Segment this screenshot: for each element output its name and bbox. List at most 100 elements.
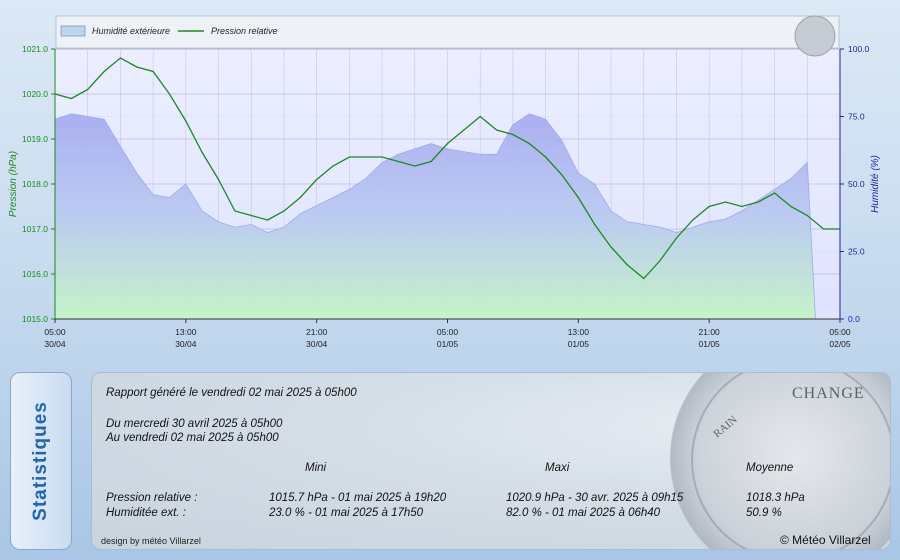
pressure-point bbox=[234, 210, 236, 212]
pressure-point bbox=[299, 196, 301, 199]
pressure-point bbox=[823, 228, 825, 230]
pressure-point bbox=[185, 120, 187, 122]
pressure-point bbox=[545, 156, 547, 158]
left-tick-label: 1018.0 bbox=[22, 179, 48, 189]
pressure-point bbox=[741, 205, 743, 208]
x-tick-time: 21:00 bbox=[306, 327, 328, 337]
pressure-point bbox=[496, 129, 498, 131]
copyright: © Météo Villarzel bbox=[780, 533, 871, 547]
pressure-point bbox=[790, 205, 792, 208]
pressure-point bbox=[267, 219, 269, 221]
stats-side-tab: Statistiques bbox=[10, 372, 72, 550]
x-tick-time: 13:00 bbox=[175, 327, 197, 337]
stats-side-label: Statistiques bbox=[30, 401, 51, 521]
x-tick-time: 05:00 bbox=[437, 327, 459, 337]
legend-box bbox=[55, 15, 840, 49]
right-tick-label: 100.0 bbox=[848, 44, 870, 54]
pressure-point bbox=[610, 246, 612, 248]
pressure-point bbox=[70, 97, 72, 100]
pressure-point bbox=[659, 259, 661, 262]
x-tick-time: 13:00 bbox=[568, 327, 590, 337]
left-axis-label: Pression (hPa) bbox=[8, 151, 19, 217]
stats-panel: CHANGE RAIN Rapport généré le vendredi 0… bbox=[91, 372, 891, 550]
legend: Humidité extérieure Pression relative bbox=[55, 15, 840, 57]
row-humidity-label: Humiditée ext. : bbox=[106, 507, 186, 519]
header-avg: Moyenne bbox=[746, 462, 794, 474]
row-humidity-avg: 50.9 % bbox=[746, 507, 782, 519]
row-pressure-max: 1020.9 hPa - 30 avr. 2025 à 09h15 bbox=[506, 492, 684, 504]
pressure-point bbox=[397, 160, 399, 163]
left-tick-label: 1016.0 bbox=[22, 269, 48, 279]
pressure-point bbox=[626, 264, 629, 266]
left-tick-label: 1020.0 bbox=[22, 89, 48, 99]
pressure-point bbox=[774, 192, 776, 194]
period-to: Au vendredi 02 mai 2025 à 05h00 bbox=[106, 432, 279, 444]
row-pressure-avg: 1018.3 hPa bbox=[746, 492, 805, 504]
pressure-point bbox=[168, 93, 171, 95]
pressure-point bbox=[446, 142, 449, 145]
row-pressure-min: 1015.7 hPa - 01 mai 2025 à 19h20 bbox=[269, 492, 447, 504]
pressure-point bbox=[119, 57, 121, 59]
pressure-point bbox=[136, 66, 138, 68]
barometer-word-change: CHANGE bbox=[792, 385, 865, 402]
pressure-point bbox=[332, 165, 334, 167]
pressure-point bbox=[512, 133, 514, 136]
pressure-point bbox=[463, 129, 465, 131]
right-tick-label: 50.0 bbox=[848, 179, 865, 189]
pressure-point bbox=[201, 151, 203, 154]
pressure-point bbox=[152, 70, 154, 73]
pressure-point bbox=[103, 70, 105, 73]
pressure-point bbox=[757, 201, 759, 203]
left-tick-label: 1021.0 bbox=[22, 44, 48, 54]
pressure-point bbox=[365, 156, 367, 158]
x-tick-date: 01/05 bbox=[568, 339, 590, 349]
pressure-point bbox=[414, 165, 416, 167]
period-from: Du mercredi 30 avril 2025 à 05h00 bbox=[106, 418, 283, 430]
x-tick-time: 21:00 bbox=[699, 327, 721, 337]
right-tick-label: 0.0 bbox=[848, 314, 860, 324]
pressure-point bbox=[577, 196, 579, 199]
legend-barometer-icon bbox=[794, 15, 836, 57]
x-tick-date: 01/05 bbox=[699, 339, 721, 349]
legend-label-humidity: Humidité extérieure bbox=[92, 26, 170, 36]
pressure-point bbox=[643, 277, 645, 280]
header-min: Mini bbox=[305, 462, 327, 474]
header-max: Maxi bbox=[545, 462, 570, 474]
x-tick-date: 01/05 bbox=[437, 339, 459, 349]
row-pressure-label: Pression relative : bbox=[106, 492, 198, 504]
left-tick-label: 1017.0 bbox=[22, 224, 48, 234]
pressure-point bbox=[561, 174, 563, 176]
barometer-ring bbox=[691, 373, 890, 549]
x-tick-date: 02/05 bbox=[829, 339, 851, 349]
right-tick-label: 25.0 bbox=[848, 247, 865, 257]
row-humidity-min: 23.0 % - 01 mai 2025 à 17h50 bbox=[269, 507, 424, 519]
x-tick-time: 05:00 bbox=[829, 327, 851, 337]
pressure-point bbox=[675, 237, 678, 239]
pressure-point bbox=[250, 214, 252, 217]
report-line: Rapport généré le vendredi 02 mai 2025 à… bbox=[106, 387, 357, 399]
left-tick-label: 1019.0 bbox=[22, 134, 48, 144]
x-tick-date: 30/04 bbox=[306, 339, 328, 349]
pressure-point bbox=[724, 201, 727, 203]
pressure-point bbox=[381, 156, 383, 158]
pressure-point bbox=[528, 142, 530, 145]
pressure-point bbox=[316, 178, 318, 181]
x-tick-date: 30/04 bbox=[44, 339, 66, 349]
pressure-point bbox=[479, 115, 481, 118]
row-humidity-max: 82.0 % - 01 mai 2025 à 06h40 bbox=[506, 507, 661, 519]
pressure-point bbox=[283, 210, 285, 212]
right-tick-label: 75.0 bbox=[848, 112, 865, 122]
pressure-point bbox=[708, 205, 710, 208]
legend-swatch-humidity bbox=[60, 25, 86, 37]
left-tick-label: 1015.0 bbox=[22, 314, 48, 324]
pressure-point bbox=[806, 214, 808, 217]
x-tick-time: 05:00 bbox=[44, 327, 66, 337]
pressure-point bbox=[217, 178, 220, 181]
pressure-point bbox=[348, 156, 350, 158]
legend-label-pressure: Pression relative bbox=[211, 26, 278, 36]
x-tick-date: 30/04 bbox=[175, 339, 197, 349]
pressure-point bbox=[692, 219, 694, 221]
right-axis-label: Humidité (%) bbox=[870, 155, 881, 213]
pressure-point bbox=[430, 160, 432, 163]
pressure-point bbox=[87, 88, 89, 91]
